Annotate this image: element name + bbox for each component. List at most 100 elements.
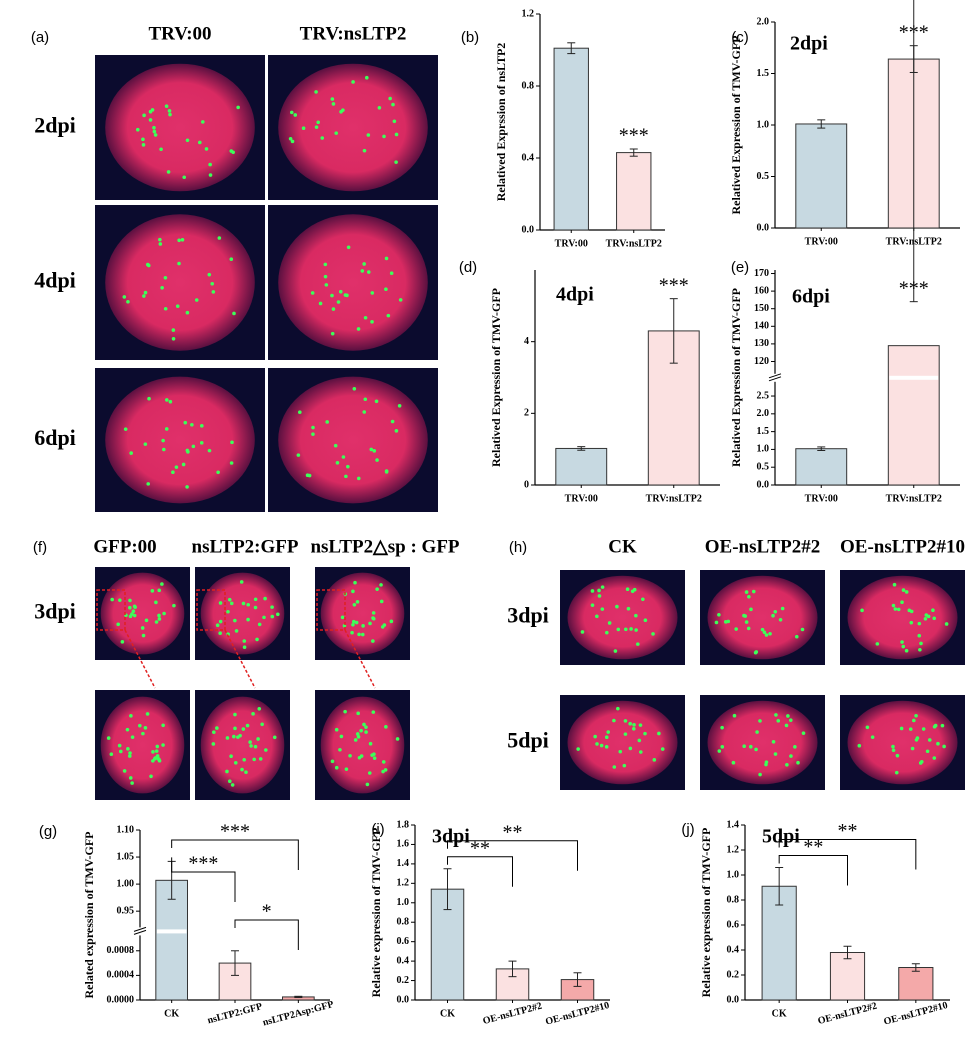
photo-spot — [229, 601, 234, 606]
photo-spot — [628, 721, 632, 726]
photo-spot — [110, 597, 114, 602]
y-tick-label: 1.8 — [397, 819, 410, 830]
photo-spot — [641, 597, 645, 602]
photo-spot — [365, 782, 370, 787]
zoom-arrow — [344, 629, 376, 689]
photo-spot — [207, 272, 212, 277]
x-tick-label: CK — [440, 1008, 455, 1019]
photo-spot — [917, 633, 922, 638]
photo-spot — [129, 451, 133, 455]
panel-label: (j) — [681, 821, 694, 838]
photo-spot — [154, 600, 158, 605]
photo-spot — [751, 589, 756, 594]
photo-spot — [356, 327, 361, 331]
photo-spot — [637, 738, 642, 743]
photo-spot — [771, 740, 776, 744]
photo-spot — [857, 743, 862, 748]
row-label: 6dpi — [34, 425, 76, 450]
photo-spot — [252, 757, 256, 762]
y-tick-label: 0.5 — [757, 171, 770, 182]
photo-spot — [604, 745, 609, 749]
photo-spot — [398, 298, 403, 302]
photo-spot — [381, 760, 386, 764]
photo-spot — [141, 731, 145, 736]
photo-spot — [355, 600, 360, 604]
photo-spot — [296, 453, 301, 457]
photo-spot — [773, 609, 778, 614]
photo-spot — [800, 627, 805, 632]
photo-spot — [130, 612, 134, 616]
panel-label: (g) — [39, 823, 57, 840]
photo-spot — [215, 726, 219, 730]
photo-spot — [185, 485, 189, 489]
photo-spot — [860, 608, 864, 613]
photo-spot — [151, 759, 155, 763]
photo-spot — [657, 731, 661, 736]
photo-spot — [148, 118, 153, 122]
photo-spot — [944, 622, 949, 626]
y-tick-label: 2.0 — [757, 16, 770, 27]
y-tick-label: 2.5 — [757, 390, 770, 401]
column-header: TRV:nsLTP2 — [300, 23, 407, 44]
photo-spot — [382, 134, 386, 139]
y-tick-label: 0.4 — [397, 955, 410, 966]
y-tick-label: 1.0 — [757, 444, 770, 455]
column-header: OE-nsLTP2#10 — [840, 536, 965, 557]
photo-spot — [891, 744, 895, 749]
photo-spot — [174, 465, 179, 469]
photo-spot — [362, 148, 367, 153]
bar — [795, 123, 848, 229]
photo-spot — [900, 600, 904, 605]
photo-spot — [128, 751, 132, 755]
photo-plant — [320, 572, 405, 655]
comparison-bracket — [447, 856, 513, 887]
photo-spot — [181, 462, 186, 467]
photo-spot — [660, 747, 665, 751]
photo-spot — [225, 736, 230, 740]
y-tick-label: 0.5 — [757, 462, 770, 473]
panel-label: (f) — [33, 539, 47, 556]
photo-spot — [914, 713, 918, 718]
photo-spot — [249, 744, 253, 748]
photo-spot — [936, 741, 940, 746]
photo-spot — [932, 756, 937, 760]
photo-spot — [758, 772, 762, 777]
photo-spot — [333, 443, 338, 448]
photo-spot — [919, 641, 923, 646]
photo-spot — [923, 616, 928, 621]
photo-spot — [652, 758, 657, 762]
photo-spot — [384, 256, 389, 261]
photo-spot — [384, 725, 388, 729]
panel-title: 3dpi — [432, 826, 470, 848]
photo-spot — [381, 769, 385, 774]
photo-spot — [346, 464, 350, 469]
photo-spot — [351, 589, 355, 594]
photo-spot — [774, 713, 778, 717]
y-axis-label: Relatived Expression of TMV-GFP — [729, 288, 743, 467]
photo-spot — [229, 754, 233, 759]
photo-spot — [395, 737, 400, 741]
photo-spot — [801, 731, 806, 735]
x-tick-label: nsLTP2:GFP — [206, 1001, 263, 1026]
photo-spot — [116, 622, 120, 627]
photo-spot — [310, 291, 315, 295]
photo-spot — [372, 449, 377, 453]
photo-spot — [356, 476, 361, 481]
x-tick-label: nsLTP2Asp:GFP — [262, 999, 335, 1029]
photo-spot — [109, 752, 114, 757]
photo-spot — [714, 620, 719, 625]
photo-spot — [253, 597, 258, 602]
y-tick-label: 0.0 — [522, 224, 535, 235]
photo-spot — [351, 80, 355, 84]
bar — [555, 447, 608, 486]
photo-spot — [334, 727, 339, 732]
photo-spot — [776, 719, 781, 723]
comparison-label: ** — [803, 836, 823, 858]
photo-spot — [362, 722, 366, 727]
photo-spot — [119, 749, 123, 754]
x-tick-label: TRV:nsLTP2 — [886, 493, 942, 504]
y-tick-label: 0.4 — [727, 944, 740, 955]
photo-spot — [595, 614, 599, 619]
y-tick-label: 0.0 — [757, 222, 770, 233]
photo-spot — [132, 613, 137, 618]
